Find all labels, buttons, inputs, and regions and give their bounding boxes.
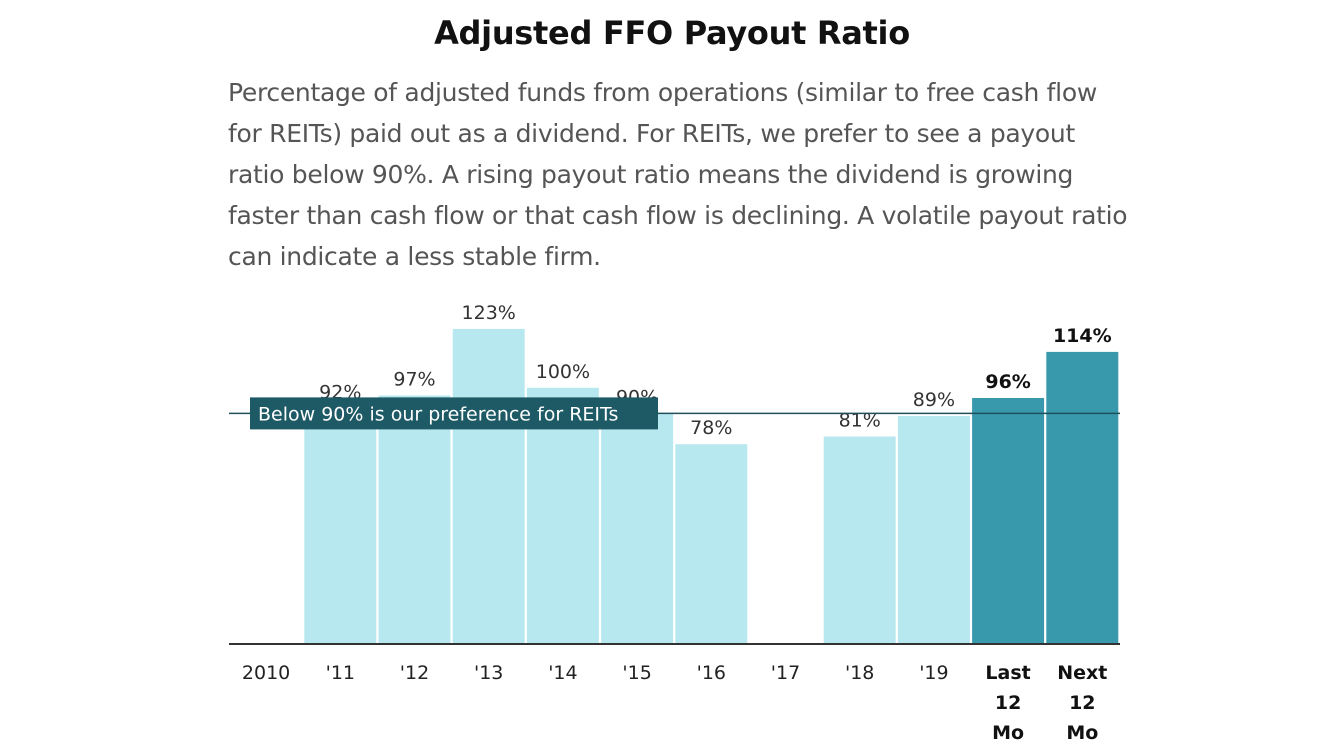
chart-title: Adjusted FFO Payout Ratio xyxy=(434,14,910,52)
x-tick-label-3: '13 xyxy=(474,662,503,684)
bar-2 xyxy=(378,395,451,644)
x-tick-label-5: '15 xyxy=(622,662,651,684)
x-tick-label-1: '11 xyxy=(326,662,355,684)
x-tick-label-4-line-0: '14 xyxy=(548,662,577,684)
bar-9 xyxy=(897,416,970,644)
x-tick-label-10-line-2: Mo xyxy=(992,722,1024,744)
x-tick-label-6: '16 xyxy=(697,662,726,684)
x-tick-label-2: '12 xyxy=(400,662,429,684)
x-tick-label-1-line-0: '11 xyxy=(326,662,355,684)
x-tick-label-3-line-0: '13 xyxy=(474,662,503,684)
x-tick-label-11: Next 12 Mo xyxy=(1057,662,1107,744)
bar-value-label-2: 97% xyxy=(393,369,435,391)
bar-8 xyxy=(823,436,896,644)
bar-value-label-4: 100% xyxy=(536,361,590,383)
reference-label-background xyxy=(250,397,658,430)
x-tick-label-9-line-0: '19 xyxy=(919,662,948,684)
x-tick-label-5-line-0: '15 xyxy=(622,662,651,684)
x-tick-label-11-line-1: 12 xyxy=(1069,692,1095,714)
bar-11 xyxy=(1046,351,1119,644)
bar-value-label-11: 114% xyxy=(1053,325,1112,347)
bar-4 xyxy=(526,387,599,644)
bar-5 xyxy=(601,413,674,644)
x-tick-label-9: '19 xyxy=(919,662,948,684)
bars-group xyxy=(304,328,1119,644)
x-tick-label-7: '17 xyxy=(771,662,800,684)
x-tick-label-8: '18 xyxy=(845,662,874,684)
bar-3 xyxy=(452,328,525,644)
bar-1 xyxy=(304,408,377,644)
bar-value-label-9: 89% xyxy=(913,389,955,411)
bar-value-label-8: 81% xyxy=(839,410,881,432)
x-tick-label-0: 2010 xyxy=(242,662,290,684)
bar-6 xyxy=(675,444,748,644)
x-tick-label-0-line-0: 2010 xyxy=(242,662,290,684)
chart-subtitle: Percentage of adjusted funds from operat… xyxy=(228,78,1128,271)
bar-value-label-10: 96% xyxy=(985,371,1030,393)
x-tick-labels-group: 2010'11'12'13'14'15'16'17'18'19 Last 12 MoN… xyxy=(242,662,1107,744)
x-tick-label-10-line-0: Last xyxy=(985,662,1030,684)
x-tick-label-10: Last 12 Mo xyxy=(985,662,1030,744)
reference-group: Below 90% is our preference for REITs xyxy=(229,397,1120,430)
x-tick-label-8-line-0: '18 xyxy=(845,662,874,684)
x-tick-label-10-line-1: 12 xyxy=(995,692,1021,714)
x-tick-label-7-line-0: '17 xyxy=(771,662,800,684)
x-tick-label-11-line-2: Mo xyxy=(1066,722,1098,744)
bar-value-label-6: 78% xyxy=(690,417,732,439)
x-tick-label-2-line-0: '12 xyxy=(400,662,429,684)
reference-label: Below 90% is our preference for REITs xyxy=(258,403,618,425)
x-tick-label-6-line-0: '16 xyxy=(697,662,726,684)
bar-10 xyxy=(972,398,1045,644)
x-tick-label-11-line-0: Next xyxy=(1057,662,1107,684)
bar-value-label-3: 123% xyxy=(462,302,516,324)
x-tick-label-4: '14 xyxy=(548,662,577,684)
